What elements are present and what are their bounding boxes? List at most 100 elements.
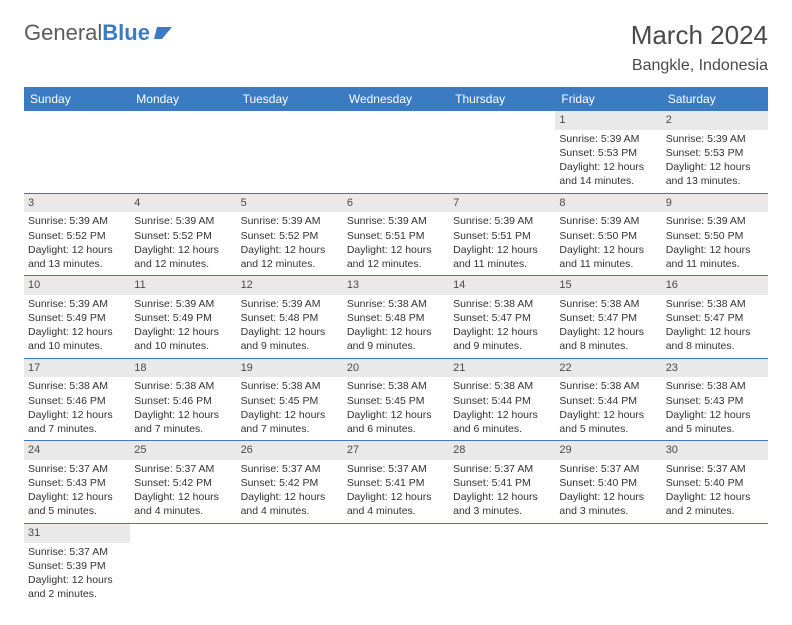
- sunrise: Sunrise: 5:39 AM: [241, 214, 339, 228]
- day-content: Sunrise: 5:38 AMSunset: 5:47 PMDaylight:…: [555, 295, 661, 358]
- sunrise: Sunrise: 5:39 AM: [134, 214, 232, 228]
- day-number: 24: [24, 441, 130, 460]
- day-content: Sunrise: 5:39 AMSunset: 5:51 PMDaylight:…: [343, 212, 449, 275]
- sunset: Sunset: 5:52 PM: [241, 229, 339, 243]
- sunrise: Sunrise: 5:39 AM: [666, 214, 764, 228]
- calendar-cell: 19Sunrise: 5:38 AMSunset: 5:45 PMDayligh…: [237, 358, 343, 441]
- sunrise: Sunrise: 5:37 AM: [28, 462, 126, 476]
- day-content: Sunrise: 5:39 AMSunset: 5:49 PMDaylight:…: [130, 295, 236, 358]
- daylight: Daylight: 12 hours and 12 minutes.: [347, 243, 445, 271]
- day-content: Sunrise: 5:39 AMSunset: 5:53 PMDaylight:…: [662, 130, 768, 193]
- calendar-cell: 29Sunrise: 5:37 AMSunset: 5:40 PMDayligh…: [555, 441, 661, 524]
- calendar-cell: 31Sunrise: 5:37 AMSunset: 5:39 PMDayligh…: [24, 523, 130, 605]
- sunset: Sunset: 5:52 PM: [28, 229, 126, 243]
- sunset: Sunset: 5:51 PM: [453, 229, 551, 243]
- calendar-row: 1Sunrise: 5:39 AMSunset: 5:53 PMDaylight…: [24, 111, 768, 193]
- daylight: Daylight: 12 hours and 3 minutes.: [453, 490, 551, 518]
- sunrise: Sunrise: 5:39 AM: [347, 214, 445, 228]
- logo-flag-icon: [154, 25, 174, 41]
- daylight: Daylight: 12 hours and 2 minutes.: [28, 573, 126, 601]
- calendar-row: 24Sunrise: 5:37 AMSunset: 5:43 PMDayligh…: [24, 441, 768, 524]
- sunrise: Sunrise: 5:39 AM: [453, 214, 551, 228]
- daylight: Daylight: 12 hours and 9 minutes.: [347, 325, 445, 353]
- day-content: Sunrise: 5:37 AMSunset: 5:41 PMDaylight:…: [449, 460, 555, 523]
- sunrise: Sunrise: 5:38 AM: [453, 297, 551, 311]
- day-number: 13: [343, 276, 449, 295]
- sunrise: Sunrise: 5:38 AM: [666, 379, 764, 393]
- sunrise: Sunrise: 5:39 AM: [559, 214, 657, 228]
- day-content: Sunrise: 5:37 AMSunset: 5:42 PMDaylight:…: [237, 460, 343, 523]
- day-content: Sunrise: 5:37 AMSunset: 5:41 PMDaylight:…: [343, 460, 449, 523]
- daylight: Daylight: 12 hours and 7 minutes.: [134, 408, 232, 436]
- calendar-cell: [449, 523, 555, 605]
- day-number: 31: [24, 524, 130, 543]
- calendar-cell: 2Sunrise: 5:39 AMSunset: 5:53 PMDaylight…: [662, 111, 768, 193]
- calendar-cell: 20Sunrise: 5:38 AMSunset: 5:45 PMDayligh…: [343, 358, 449, 441]
- sunset: Sunset: 5:46 PM: [134, 394, 232, 408]
- sunrise: Sunrise: 5:39 AM: [241, 297, 339, 311]
- sunrise: Sunrise: 5:39 AM: [134, 297, 232, 311]
- calendar-cell: 8Sunrise: 5:39 AMSunset: 5:50 PMDaylight…: [555, 193, 661, 276]
- day-number: 5: [237, 194, 343, 213]
- daylight: Daylight: 12 hours and 4 minutes.: [347, 490, 445, 518]
- calendar-table: Sunday Monday Tuesday Wednesday Thursday…: [24, 87, 768, 605]
- calendar-cell: 24Sunrise: 5:37 AMSunset: 5:43 PMDayligh…: [24, 441, 130, 524]
- sunset: Sunset: 5:45 PM: [241, 394, 339, 408]
- calendar-cell: 4Sunrise: 5:39 AMSunset: 5:52 PMDaylight…: [130, 193, 236, 276]
- calendar-cell: 25Sunrise: 5:37 AMSunset: 5:42 PMDayligh…: [130, 441, 236, 524]
- day-content: Sunrise: 5:38 AMSunset: 5:43 PMDaylight:…: [662, 377, 768, 440]
- calendar-row: 17Sunrise: 5:38 AMSunset: 5:46 PMDayligh…: [24, 358, 768, 441]
- day-number: 29: [555, 441, 661, 460]
- calendar-cell: 12Sunrise: 5:39 AMSunset: 5:48 PMDayligh…: [237, 276, 343, 359]
- sunset: Sunset: 5:41 PM: [453, 476, 551, 490]
- weekday-header: Wednesday: [343, 87, 449, 111]
- day-number: 23: [662, 359, 768, 378]
- day-number: 3: [24, 194, 130, 213]
- sunset: Sunset: 5:53 PM: [666, 146, 764, 160]
- sunset: Sunset: 5:47 PM: [453, 311, 551, 325]
- calendar-cell: [237, 523, 343, 605]
- day-content: Sunrise: 5:39 AMSunset: 5:51 PMDaylight:…: [449, 212, 555, 275]
- day-number: 26: [237, 441, 343, 460]
- day-content: Sunrise: 5:39 AMSunset: 5:53 PMDaylight:…: [555, 130, 661, 193]
- day-number: 7: [449, 194, 555, 213]
- day-content: Sunrise: 5:39 AMSunset: 5:52 PMDaylight:…: [237, 212, 343, 275]
- day-number: 16: [662, 276, 768, 295]
- daylight: Daylight: 12 hours and 11 minutes.: [666, 243, 764, 271]
- daylight: Daylight: 12 hours and 7 minutes.: [241, 408, 339, 436]
- day-content: Sunrise: 5:37 AMSunset: 5:39 PMDaylight:…: [24, 543, 130, 606]
- day-number: 12: [237, 276, 343, 295]
- day-number: 6: [343, 194, 449, 213]
- day-content: Sunrise: 5:37 AMSunset: 5:40 PMDaylight:…: [555, 460, 661, 523]
- weekday-header: Thursday: [449, 87, 555, 111]
- sunset: Sunset: 5:51 PM: [347, 229, 445, 243]
- daylight: Daylight: 12 hours and 7 minutes.: [28, 408, 126, 436]
- day-number: 18: [130, 359, 236, 378]
- sunset: Sunset: 5:43 PM: [666, 394, 764, 408]
- calendar-cell: 13Sunrise: 5:38 AMSunset: 5:48 PMDayligh…: [343, 276, 449, 359]
- calendar-row: 3Sunrise: 5:39 AMSunset: 5:52 PMDaylight…: [24, 193, 768, 276]
- weekday-header-row: Sunday Monday Tuesday Wednesday Thursday…: [24, 87, 768, 111]
- daylight: Daylight: 12 hours and 11 minutes.: [559, 243, 657, 271]
- daylight: Daylight: 12 hours and 14 minutes.: [559, 160, 657, 188]
- sunrise: Sunrise: 5:38 AM: [559, 379, 657, 393]
- day-content: Sunrise: 5:38 AMSunset: 5:44 PMDaylight:…: [449, 377, 555, 440]
- calendar-cell: 18Sunrise: 5:38 AMSunset: 5:46 PMDayligh…: [130, 358, 236, 441]
- day-content: Sunrise: 5:38 AMSunset: 5:46 PMDaylight:…: [130, 377, 236, 440]
- weekday-header: Monday: [130, 87, 236, 111]
- day-content: Sunrise: 5:38 AMSunset: 5:47 PMDaylight:…: [662, 295, 768, 358]
- day-content: Sunrise: 5:38 AMSunset: 5:47 PMDaylight:…: [449, 295, 555, 358]
- calendar-cell: [130, 111, 236, 193]
- day-content: Sunrise: 5:38 AMSunset: 5:46 PMDaylight:…: [24, 377, 130, 440]
- daylight: Daylight: 12 hours and 2 minutes.: [666, 490, 764, 518]
- sunset: Sunset: 5:42 PM: [134, 476, 232, 490]
- daylight: Daylight: 12 hours and 5 minutes.: [559, 408, 657, 436]
- day-number: 10: [24, 276, 130, 295]
- sunset: Sunset: 5:47 PM: [666, 311, 764, 325]
- sunset: Sunset: 5:40 PM: [559, 476, 657, 490]
- daylight: Daylight: 12 hours and 13 minutes.: [666, 160, 764, 188]
- calendar-row: 10Sunrise: 5:39 AMSunset: 5:49 PMDayligh…: [24, 276, 768, 359]
- sunrise: Sunrise: 5:39 AM: [28, 214, 126, 228]
- sunrise: Sunrise: 5:39 AM: [28, 297, 126, 311]
- daylight: Daylight: 12 hours and 12 minutes.: [134, 243, 232, 271]
